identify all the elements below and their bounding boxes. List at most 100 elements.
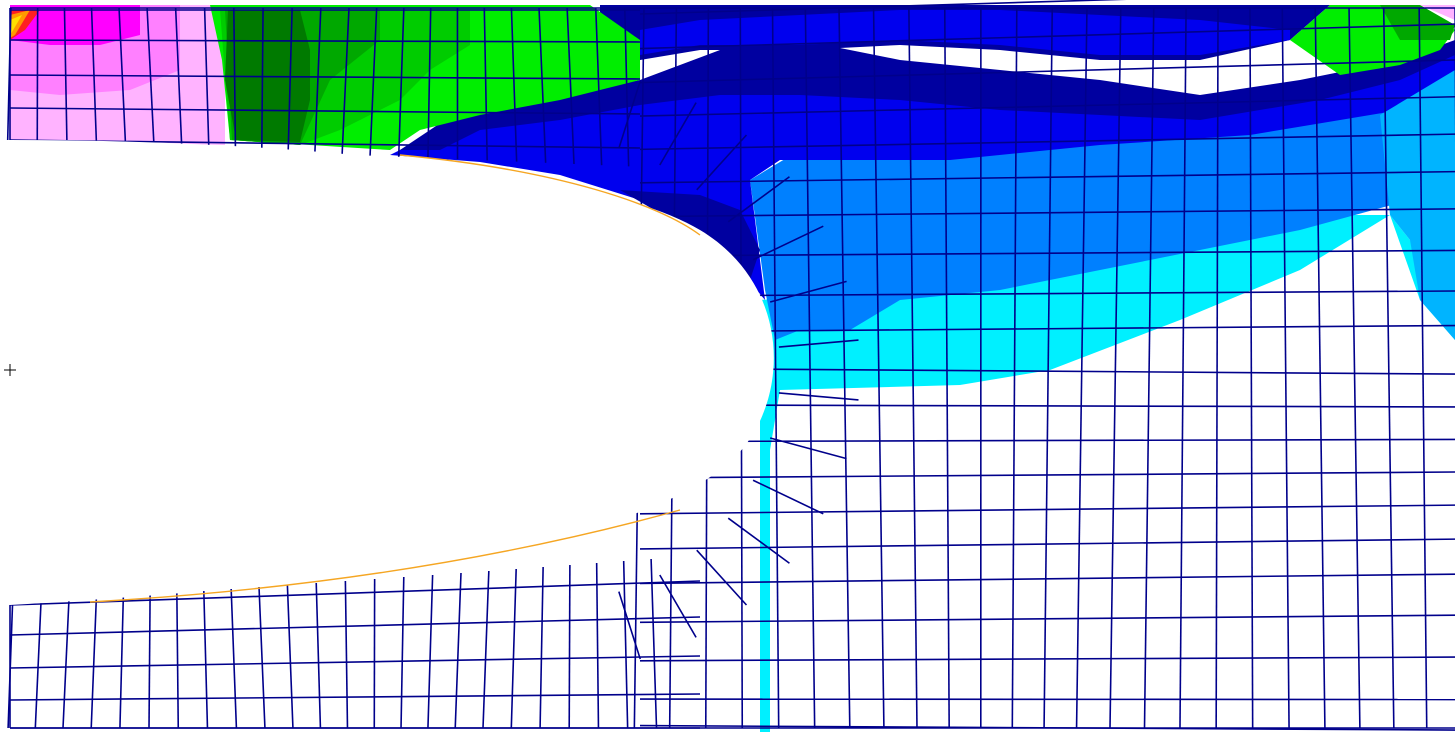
- mesh-row-line: [9, 616, 701, 636]
- mesh-radial-line: [696, 549, 748, 606]
- mesh-column-line: [804, 7, 816, 729]
- mesh-column-line: [90, 598, 98, 729]
- mesh-column-line: [1179, 7, 1187, 729]
- mesh-radial-line: [696, 134, 748, 191]
- mesh-column-line: [872, 7, 885, 729]
- mesh-column-line: [34, 602, 42, 729]
- mesh-column-line: [771, 7, 780, 729]
- mesh-column-line: [1418, 7, 1428, 729]
- mesh-column-line: [314, 7, 322, 154]
- mesh-column-line: [427, 574, 434, 729]
- mesh-row-line: [9, 107, 641, 115]
- crosshair-icon: [4, 364, 16, 376]
- elliptical-hole: [10, 140, 774, 605]
- mesh-radial-line: [778, 339, 859, 348]
- band-magenta: [10, 5, 140, 45]
- mesh-column-line: [510, 7, 518, 162]
- mesh-column-line: [1075, 7, 1088, 729]
- mesh-column-line: [286, 584, 294, 729]
- mesh-column-line: [1143, 7, 1155, 729]
- mesh-column-line: [539, 566, 544, 729]
- mesh-row-line: [639, 249, 1455, 257]
- mesh-column-line: [260, 7, 264, 151]
- mesh-row-line: [639, 208, 1455, 218]
- mesh-column-line: [397, 7, 405, 157]
- mesh-column-line: [230, 588, 238, 729]
- mesh-column-line: [1011, 7, 1018, 729]
- mesh-column-line: [427, 7, 432, 159]
- mesh-radial-line: [752, 479, 824, 515]
- mesh-row-line: [639, 0, 1127, 15]
- mesh-row-line: [639, 170, 1455, 184]
- mesh-column-line: [176, 592, 180, 729]
- mesh-radial-line: [769, 280, 847, 303]
- hole-boundary: [399, 154, 701, 236]
- mesh-row-line: [9, 693, 701, 701]
- mesh-row-line: [639, 504, 1455, 515]
- mesh-column-line: [1249, 7, 1254, 729]
- mesh-row-line: [639, 404, 1455, 408]
- mesh-column-line: [287, 7, 293, 153]
- mesh-column-line: [174, 7, 183, 148]
- mesh-column-line: [538, 7, 547, 163]
- mesh-radial-line: [727, 517, 790, 564]
- band-light-blue: [1380, 70, 1455, 340]
- mesh-column-line: [454, 572, 462, 729]
- mesh-column-line: [62, 600, 70, 729]
- mesh-column-line: [344, 580, 349, 729]
- mesh-row-line: [9, 655, 701, 669]
- mesh-row-line: [639, 538, 1455, 550]
- mesh-column-line: [146, 7, 155, 147]
- mesh-column-line: [1348, 7, 1361, 729]
- mesh-row-line: [639, 614, 1455, 624]
- mesh-column-line: [1281, 7, 1290, 729]
- mesh-column-line: [233, 7, 237, 150]
- band-orange: [10, 10, 30, 38]
- mesh-radial-line: [659, 102, 697, 166]
- mesh-column-line: [1215, 7, 1219, 729]
- mesh-column-line: [482, 570, 490, 729]
- mesh-column-line: [341, 7, 350, 155]
- mesh-column-line: [1314, 7, 1326, 729]
- mesh-row-line: [639, 367, 1455, 375]
- mesh-column-line: [203, 590, 209, 729]
- mesh-radial-line: [659, 574, 697, 638]
- band-navy: [400, 40, 1455, 150]
- mesh-radial-line: [769, 437, 847, 460]
- mesh-column-line: [258, 586, 266, 729]
- band-white-lower: [770, 215, 1455, 732]
- mesh-row-line: [639, 290, 1455, 297]
- mesh-column-line: [148, 594, 151, 729]
- mesh-column-line: [650, 558, 658, 729]
- mesh-column-line: [315, 582, 322, 729]
- mesh-radial-line: [618, 591, 642, 660]
- mesh-column-line: [119, 596, 125, 729]
- mesh-radial-line: [727, 176, 790, 223]
- mesh-column-line: [483, 7, 488, 161]
- mesh-column-line: [943, 7, 950, 729]
- finite-element-mesh: [6, 0, 1455, 731]
- mesh-radial-line: [778, 392, 859, 401]
- band-dark-navy-strip: [620, 190, 760, 280]
- band-yellow: [10, 15, 22, 34]
- mesh-row-line: [9, 580, 701, 606]
- mesh-row-line: [639, 438, 1455, 443]
- mesh-column-line: [622, 560, 629, 729]
- mesh-row-line: [639, 95, 1455, 117]
- mesh-row-line: [639, 23, 1455, 50]
- mesh-column-line: [400, 576, 405, 729]
- mesh-column-line: [566, 7, 575, 165]
- mesh-row-line: [9, 39, 641, 43]
- mesh-column-line: [203, 7, 210, 149]
- mesh-column-line: [595, 562, 600, 729]
- mesh-column-line: [594, 7, 603, 166]
- mesh-row-line: [9, 74, 641, 80]
- mesh-column-line: [1109, 7, 1122, 729]
- mesh-column-line: [838, 7, 851, 729]
- mesh-row-line: [639, 471, 1455, 479]
- mesh-column-line: [510, 568, 517, 729]
- mesh-row-line: [639, 573, 1455, 585]
- mesh-row-line: [639, 59, 1455, 84]
